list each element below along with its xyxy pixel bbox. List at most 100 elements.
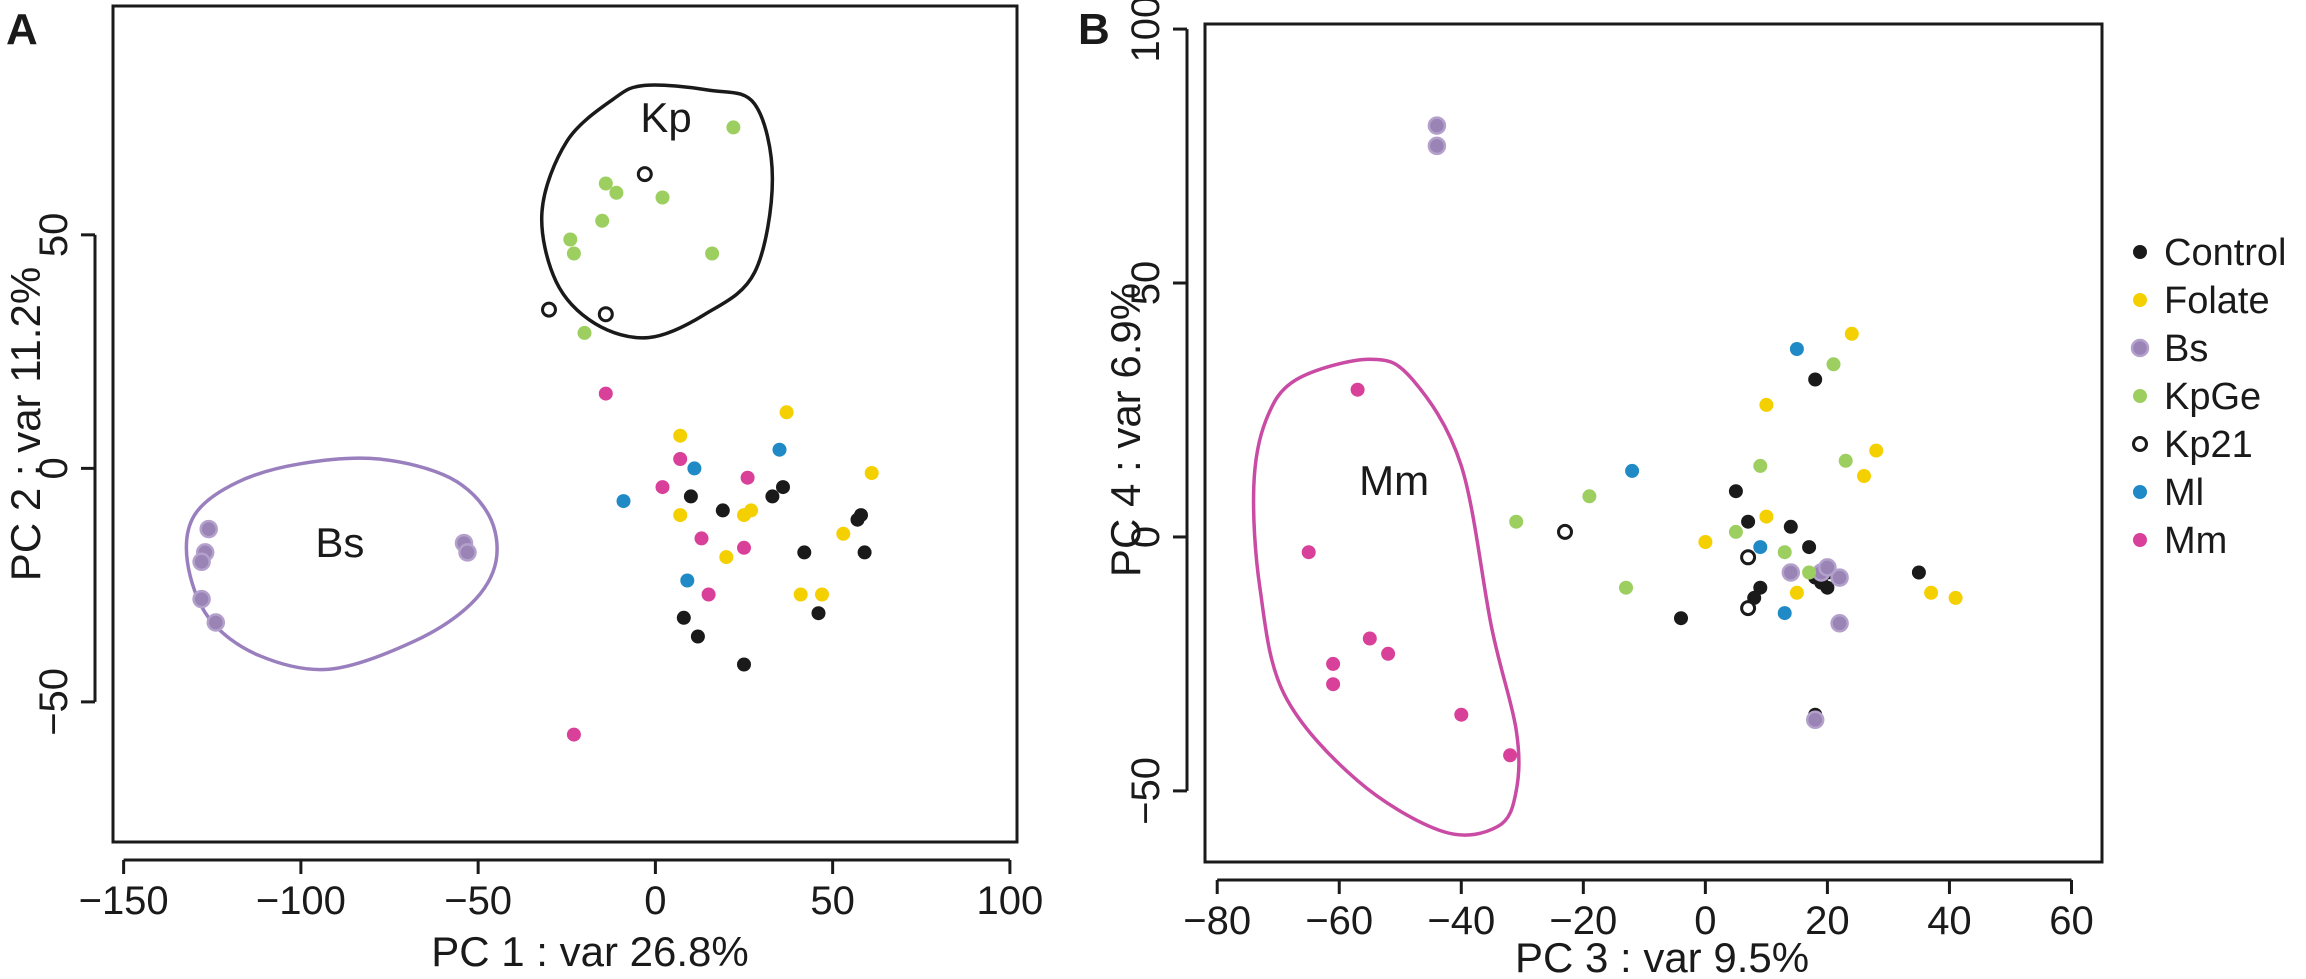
point-bs — [192, 589, 211, 609]
point-kpge — [726, 120, 741, 135]
point-mm — [701, 587, 716, 602]
x-tick-label: 40 — [1927, 899, 1972, 943]
y-axis-title-b: PC 4 : var 6.9% — [1102, 283, 1149, 577]
plot-frame-a — [111, 4, 1019, 844]
x-tick-label: 50 — [810, 879, 855, 923]
point-kp21 — [541, 301, 557, 318]
point-kpge — [1582, 489, 1597, 504]
legend-item-ml: Ml — [2133, 472, 2204, 514]
point-control — [797, 545, 812, 560]
x-tick-label: −100 — [256, 879, 346, 923]
point-folate — [779, 405, 794, 420]
point-control — [850, 512, 865, 527]
points-group-a — [192, 120, 879, 742]
point-folate — [836, 526, 851, 541]
point-mm — [1301, 545, 1316, 560]
point-folate — [864, 466, 879, 480]
panel-letter-b: B — [1078, 5, 1110, 54]
legend-item-mm: Mm — [2133, 520, 2227, 562]
point-mm — [1503, 748, 1518, 763]
legend-label: Control — [2164, 232, 2287, 274]
points-group-b — [1301, 116, 1963, 763]
point-mm — [1362, 631, 1377, 646]
point-control — [1911, 565, 1926, 580]
point-kpge — [705, 246, 720, 261]
point-bs — [1781, 563, 1801, 582]
point-bs — [1427, 136, 1447, 156]
point-kp21 — [1740, 549, 1757, 566]
point-control — [737, 657, 751, 672]
point-mm — [566, 727, 581, 742]
point-folate — [1948, 590, 1963, 605]
point-kpge — [577, 325, 592, 340]
point-kp21 — [597, 306, 614, 323]
point-folate — [719, 550, 734, 565]
y-tick-label: −50 — [1124, 757, 1168, 825]
point-ml — [680, 573, 695, 588]
annotation-mm: Mm — [1359, 457, 1429, 504]
legend-marker — [2130, 338, 2150, 358]
x-tick-label: −20 — [1549, 899, 1617, 943]
x-tick-label: −50 — [444, 879, 512, 923]
point-kp21 — [1557, 523, 1573, 540]
point-control — [1820, 580, 1835, 595]
legend-label: Bs — [2164, 328, 2208, 370]
point-bs — [1427, 116, 1447, 135]
legend-marker — [2133, 245, 2147, 259]
point-folate — [1759, 397, 1774, 412]
legend-marker — [2132, 436, 2148, 452]
point-control — [1802, 540, 1817, 555]
point-kpge — [1619, 580, 1633, 595]
point-mm — [598, 386, 613, 401]
plot-frame-b — [1203, 22, 2104, 864]
point-mm — [1350, 382, 1365, 397]
point-folate — [673, 428, 688, 443]
x-tick-label: 100 — [977, 879, 1044, 923]
hull-bs — [184, 456, 499, 672]
point-kpge — [1753, 458, 1768, 473]
legend: Control Folate Bs KpGe Kp21 Ml Mm — [2130, 232, 2287, 562]
point-kpge — [609, 185, 624, 200]
x-tick-label: −150 — [79, 879, 169, 923]
point-kpge — [563, 232, 578, 247]
x-tick-label: −60 — [1305, 899, 1373, 943]
point-bs — [1830, 614, 1849, 633]
point-control — [857, 545, 872, 560]
x-axis-b: −80 −60 −40 −20 0 20 40 60 — [1183, 878, 2094, 943]
point-kpge — [1728, 524, 1743, 539]
point-control — [1728, 484, 1743, 499]
point-bs — [192, 552, 211, 572]
x-tick-label: 0 — [644, 879, 666, 923]
y-tick-label: −50 — [32, 668, 76, 736]
point-bs — [206, 613, 226, 632]
legend-marker — [2133, 533, 2147, 547]
point-ml — [616, 494, 631, 509]
x-tick-label: 20 — [1805, 899, 1850, 943]
legend-label: Kp21 — [2164, 424, 2253, 466]
point-mm — [740, 470, 755, 485]
hull-group-a — [184, 83, 775, 672]
panel-a: A Kp Bs −150 −100 −50 0 50 100 −50 0 50 PC 1 : … — [2, 4, 1044, 975]
y-axis-title-a: PC 2 : var 11.2% — [2, 267, 49, 581]
point-kpge — [1802, 565, 1817, 580]
point-ml — [687, 461, 702, 476]
point-control — [676, 610, 691, 625]
point-control — [683, 489, 698, 504]
point-kpge — [566, 246, 581, 261]
legend-marker — [2133, 485, 2147, 499]
annotations-b: Mm — [1359, 457, 1429, 504]
point-kp21 — [636, 166, 653, 183]
y-tick-label: 50 — [32, 213, 76, 258]
legend-label: KpGe — [2164, 376, 2261, 418]
point-folate — [1698, 535, 1713, 549]
point-ml — [1777, 606, 1792, 621]
point-kp21 — [1740, 600, 1757, 617]
x-axis-a: −150 −100 −50 0 50 100 — [79, 858, 1044, 923]
legend-label: Ml — [2164, 472, 2204, 514]
annotation-kp: Kp — [640, 94, 691, 141]
x-tick-label: −40 — [1427, 899, 1495, 943]
point-control — [1808, 372, 1823, 387]
legend-item-bs: Bs — [2130, 328, 2208, 370]
point-kpge — [1509, 514, 1524, 529]
point-kpge — [1838, 453, 1853, 468]
